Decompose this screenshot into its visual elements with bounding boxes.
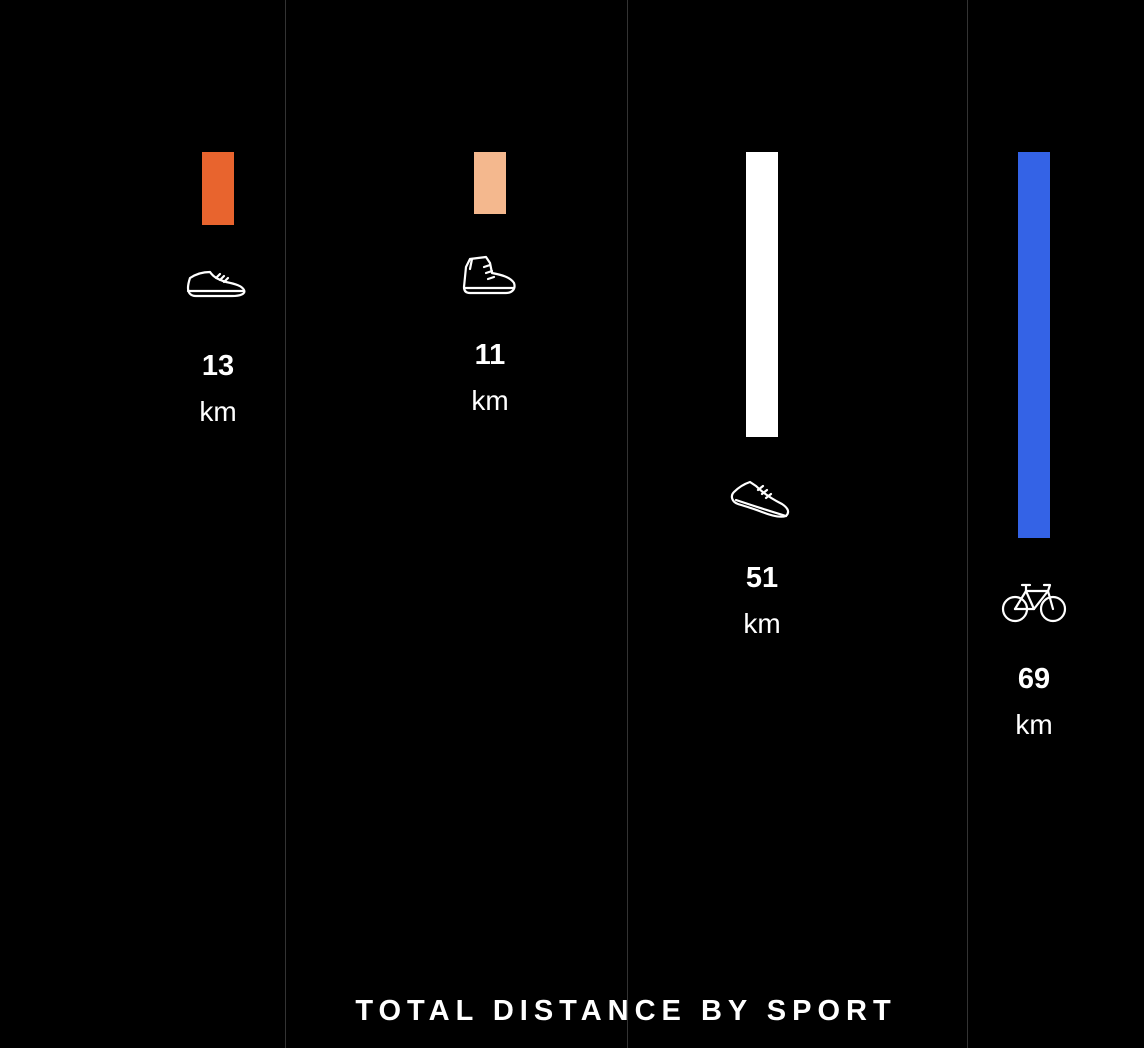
bar-2 bbox=[474, 152, 506, 214]
value-label-4: 69 bbox=[1017, 663, 1051, 695]
sport-column-2: 11 km bbox=[430, 0, 550, 1048]
value-label-3: 51 bbox=[745, 562, 779, 594]
column-divider-1 bbox=[285, 0, 286, 1048]
unit-label-1: km bbox=[199, 396, 237, 427]
value-label-1: 13 bbox=[201, 350, 235, 382]
unit-label-2: km bbox=[471, 385, 509, 416]
bar-1 bbox=[202, 152, 234, 225]
bicycle-icon bbox=[994, 571, 1074, 631]
shoe-icon bbox=[178, 258, 258, 318]
bar-4 bbox=[1018, 152, 1050, 538]
sport-column-3: 51 km bbox=[702, 0, 822, 1048]
hiking-boot-icon bbox=[450, 247, 530, 307]
unit-label-4: km bbox=[1015, 709, 1053, 740]
column-divider-2 bbox=[627, 0, 628, 1048]
running-shoe-icon bbox=[722, 470, 802, 530]
unit-label-3: km bbox=[743, 608, 781, 639]
sport-column-4: 69 km bbox=[974, 0, 1094, 1048]
value-label-2: 11 bbox=[474, 339, 506, 371]
column-divider-3 bbox=[967, 0, 968, 1048]
chart-title: TOTAL DISTANCE BY SPORT bbox=[355, 995, 897, 1027]
sport-column-1: 13 km bbox=[158, 0, 278, 1048]
bar-3 bbox=[746, 152, 778, 437]
